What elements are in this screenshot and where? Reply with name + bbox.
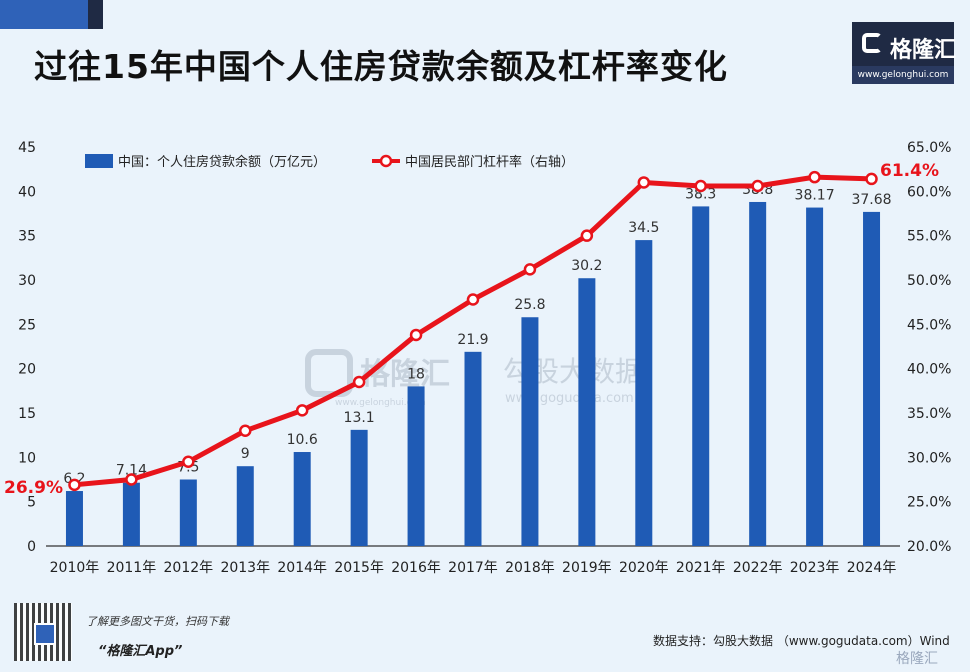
chart-title: 过往15年中国个人住房贷款余额及杠杆率变化	[34, 47, 728, 86]
logo-text: 格隆汇	[890, 38, 957, 63]
legend-line-marker	[379, 154, 393, 168]
bar-value-label: 38.3	[685, 186, 716, 202]
line-point	[466, 293, 480, 306]
line-point	[125, 473, 138, 486]
line-point	[865, 172, 878, 186]
line-point	[751, 179, 764, 193]
left-tick-label: 25	[18, 317, 36, 333]
line-end-label: 61.4%	[880, 161, 939, 181]
right-tick-label: 50.0%	[907, 273, 951, 289]
bar-value-label: 38.17	[795, 188, 835, 204]
top-accent-blue	[0, 0, 88, 29]
x-tick-label: 2017年	[448, 560, 498, 576]
bar-value-label: 18	[407, 366, 425, 382]
bar	[236, 466, 254, 546]
footer-app-name: “格隆汇App”	[98, 644, 183, 659]
footer-note: 了解更多图文干货，扫码下载	[86, 615, 229, 628]
bar-value-label: 13.1	[344, 410, 375, 426]
watermark-brand-url: www.gelonghui.com	[335, 398, 426, 408]
line-start-label: 26.9%	[4, 478, 63, 498]
bar	[464, 351, 482, 546]
bar	[350, 429, 368, 546]
line-point	[182, 455, 195, 469]
bar	[578, 278, 596, 546]
bar-value-label: 37.68	[851, 192, 891, 208]
qr-logo-icon	[34, 623, 56, 645]
bar	[806, 207, 824, 546]
line-point	[409, 328, 423, 342]
x-tick-label: 2023年	[790, 560, 840, 576]
bar	[65, 491, 83, 546]
left-tick-label: 40	[18, 184, 36, 200]
right-tick-label: 65.0%	[907, 140, 951, 156]
bar	[863, 211, 881, 547]
right-tick-label: 60.0%	[907, 184, 951, 200]
line-point	[295, 404, 309, 417]
x-tick-label: 2011年	[107, 560, 157, 576]
logo-url: www.gelonghui.com	[852, 66, 954, 84]
legend-bar-label: 中国：个人住房贷款余额（万亿元）	[118, 154, 326, 170]
qr-code[interactable]	[14, 603, 72, 661]
watermark-brand: 格隆汇	[360, 357, 450, 392]
line-point	[637, 176, 651, 189]
bar	[179, 479, 197, 546]
line-point	[68, 478, 81, 492]
line-point	[694, 179, 707, 193]
left-tick-label: 20	[18, 362, 36, 378]
x-tick-label: 2020年	[619, 560, 669, 576]
bar	[293, 452, 311, 546]
bar-value-label: 30.2	[571, 258, 602, 274]
bar	[749, 201, 767, 546]
bar	[521, 317, 539, 546]
bar	[692, 206, 710, 546]
x-tick-label: 2024年	[847, 560, 897, 576]
bar-value-label: 10.6	[287, 432, 318, 448]
x-tick-label: 2012年	[164, 560, 214, 576]
watermark-logo-icon	[305, 349, 353, 397]
line-point	[580, 229, 594, 242]
line-point	[239, 424, 252, 437]
left-tick-label: 30	[18, 273, 36, 289]
x-tick-label: 2014年	[277, 560, 327, 576]
left-tick-label: 15	[18, 406, 36, 422]
bar-value-label: 25.8	[514, 297, 545, 313]
x-tick-label: 2016年	[391, 560, 441, 576]
line-point	[523, 263, 537, 276]
data-source: 数据支持：勾股大数据 （www.gogudata.com）Wind	[653, 634, 950, 648]
x-tick-label: 2013年	[220, 560, 270, 576]
right-tick-label: 25.0%	[907, 495, 951, 511]
right-tick-label: 20.0%	[907, 539, 951, 555]
right-tick-label: 30.0%	[907, 450, 951, 466]
right-tick-label: 55.0%	[907, 229, 951, 245]
left-tick-label: 0	[27, 539, 36, 555]
x-tick-label: 2018年	[505, 560, 555, 576]
x-tick-label: 2021年	[676, 560, 726, 576]
bar	[407, 386, 425, 546]
bar	[635, 240, 653, 546]
x-tick-label: 2010年	[50, 560, 100, 576]
line-point	[808, 170, 821, 184]
legend-line-label: 中国居民部门杠杆率（右轴）	[405, 154, 574, 170]
bottom-watermark: 格隆汇	[896, 651, 938, 667]
bar-value-label: 34.5	[628, 220, 659, 236]
legend-bar-swatch	[85, 154, 113, 168]
brand-logo[interactable]: 格隆汇 www.gelonghui.com	[852, 22, 957, 84]
left-tick-label: 5	[27, 495, 36, 511]
x-tick-label: 2019年	[562, 560, 612, 576]
left-tick-label: 35	[18, 229, 36, 245]
left-tick-label: 45	[18, 140, 36, 156]
bar-value-label: 21.9	[457, 332, 488, 348]
x-tick-label: 2015年	[334, 560, 384, 576]
line-point	[352, 375, 366, 389]
right-tick-label: 40.0%	[907, 362, 951, 378]
right-tick-label: 35.0%	[907, 406, 951, 422]
right-tick-label: 45.0%	[907, 317, 951, 333]
g-logo-icon	[862, 33, 882, 53]
left-tick-label: 10	[18, 450, 36, 466]
bar-value-label: 9	[241, 446, 250, 462]
bar	[122, 482, 140, 546]
x-tick-label: 2022年	[733, 560, 783, 576]
